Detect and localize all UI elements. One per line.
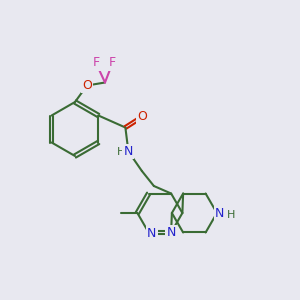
Text: O: O <box>137 110 147 124</box>
Text: N: N <box>124 145 133 158</box>
Text: F: F <box>92 56 100 70</box>
Text: H: H <box>117 146 125 157</box>
Text: O: O <box>82 79 92 92</box>
Text: N: N <box>215 206 225 220</box>
Text: H: H <box>227 209 235 220</box>
Text: N: N <box>147 227 156 241</box>
Text: F: F <box>109 56 116 70</box>
Text: N: N <box>167 226 176 239</box>
